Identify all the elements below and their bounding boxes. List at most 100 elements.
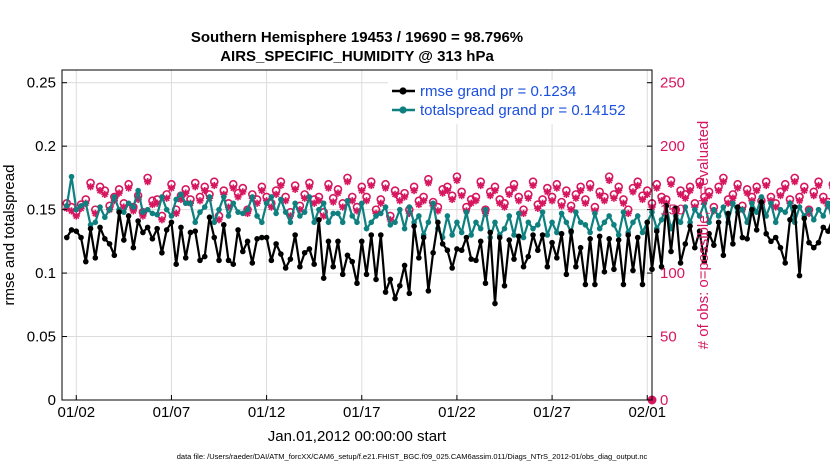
rmse-point [744,236,750,242]
obs-evaluated-stroke [425,179,432,187]
rmse-point [825,228,830,234]
obs-evaluated-stroke [696,182,703,189]
totalspread-point [244,206,251,213]
obs-evaluated-stroke [306,183,313,190]
obs-evaluated-marker [201,186,209,195]
obs-evaluated-marker [196,197,204,205]
obs-evaluated-marker [234,193,242,201]
obs-evaluated-marker [534,204,542,212]
obs-evaluated-marker [734,184,742,192]
x-tick-label: 02/01 [628,404,666,421]
obs-evaluated-stroke [311,200,318,207]
totalspread-point [130,204,137,210]
obs-evaluated-stroke [601,197,608,204]
obs-evaluated-stroke [344,178,351,185]
totalspread-point [111,194,118,200]
obs-evaluated-marker [458,192,466,200]
obs-evaluated-marker [557,202,566,210]
rmse-point [244,238,251,245]
obs-evaluated-stroke [544,188,551,196]
obs-evaluated-marker [391,190,399,198]
rmse-point [206,214,213,221]
obs-evaluated-marker [762,181,770,190]
obs-evaluated-marker [420,197,428,205]
obs-evaluated-stroke [339,203,346,211]
y-right-tick-label: 100 [660,265,685,282]
totalspread-point [458,229,465,236]
totalspread-point [430,200,436,207]
obs-evaluated-stroke [724,200,732,207]
totalspread-point [159,194,165,200]
y-tick-label: 0.2 [35,138,56,155]
rmse-point [458,247,465,254]
totalspread-point [749,200,755,207]
obs-evaluated-marker [125,184,133,192]
rmse-point [197,257,203,264]
rmse-point [634,234,641,241]
y-tick-label: 0.15 [27,202,56,219]
rmse-point [387,276,394,283]
obs-evaluated-stroke [477,182,484,189]
obs-evaluated-marker [500,203,509,211]
rmse-point [201,253,208,260]
obs-evaluated-marker [553,184,561,192]
rmse-point [149,236,156,242]
rmse-point [235,227,241,233]
obs-evaluated-stroke [734,184,741,192]
obs-evaluated-stroke [610,195,618,202]
chart-title: Southern Hemisphere 19453 / 19690 = 98.7… [191,29,523,46]
totalspread-point [473,219,479,226]
rmse-point [549,239,555,246]
totalspread-point [306,194,313,200]
y-axis-label-right: # of obs: o=possible; ∗=evaluated [695,121,712,350]
rmse-point [511,256,517,262]
rmse-point [639,281,646,288]
rmse-point [482,280,489,287]
x-axis-label: Jan.01,2012 00:00:00 start [268,428,447,445]
totalspread-point [454,219,460,226]
rmse-point [311,261,317,267]
obs-evaluated-marker [605,176,613,185]
obs-evaluated-marker [362,197,371,205]
obs-evaluated-stroke [258,187,265,194]
obs-evaluated-stroke [330,198,337,206]
rmse-point [520,263,527,270]
rmse-point [339,271,346,278]
obs-evaluated-stroke [92,210,99,217]
rmse-point [820,224,827,231]
obs-evaluated-stroke [777,192,784,199]
obs-evaluated-stroke [753,187,760,194]
obs-evaluated-marker [572,194,580,202]
rmse-point [73,228,80,234]
totalspread-point [577,219,584,226]
rmse-point [106,241,113,247]
obs-evaluated-marker [210,181,218,190]
rmse-point [687,223,693,229]
obs-evaluated-marker [381,184,390,192]
totalspread-point [192,219,199,226]
rmse-point [220,222,227,228]
totalspread-point [102,214,108,221]
totalspread-point [330,210,337,217]
obs-evaluated-stroke [620,200,627,207]
obs-evaluated-stroke [349,197,356,204]
obs-evaluated-stroke [525,195,532,202]
rmse-point [154,225,160,232]
obs-evaluated-marker [781,184,789,192]
totalspread-point [477,225,484,232]
totalspread-point [354,219,360,226]
rmse-point [282,265,289,271]
totalspread-point [525,219,532,226]
rmse-point [401,262,408,269]
x-tick-label: 01/02 [58,404,96,421]
axis-ticks: 0 0.05 0.1 0.15 0.2 0.25 0 50 100 150 200 250 01/02 0… [27,75,685,421]
rmse-point [692,244,698,251]
totalspread-point [692,206,698,213]
rmse-point [225,257,232,264]
obs-evaluated-stroke [729,195,737,202]
totalspread-point [515,210,522,217]
obs-evaluated-stroke [301,195,308,202]
obs-evaluated-stroke [87,183,94,190]
obs-evaluated-marker [681,194,689,202]
